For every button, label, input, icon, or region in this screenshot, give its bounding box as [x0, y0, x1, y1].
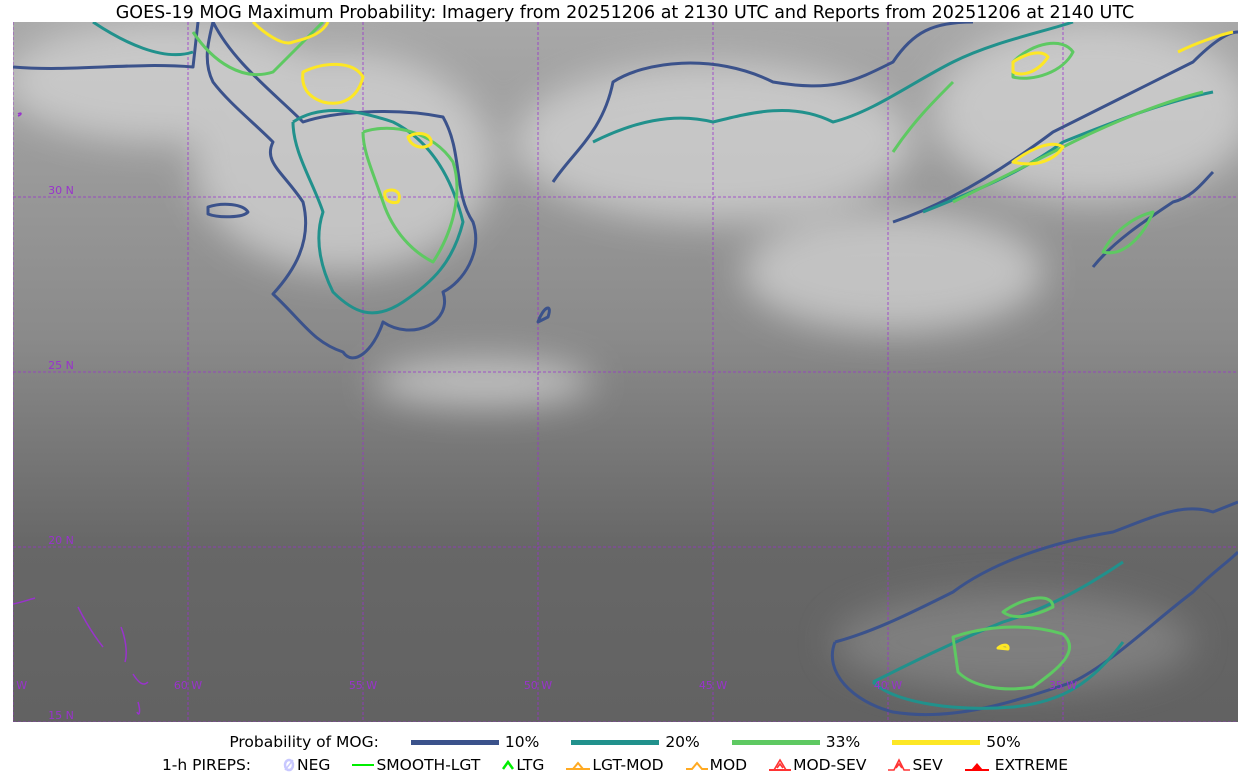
latitude-label: 30 N	[48, 184, 74, 197]
longitude-label: 55 W	[349, 679, 377, 692]
contour-10pct	[13, 22, 1238, 717]
cloud-imagery	[13, 22, 1238, 692]
light-caret-icon	[502, 759, 515, 770]
coastlines	[13, 112, 149, 715]
pirep-label: NEG	[297, 756, 331, 774]
lat-lon-grid	[13, 22, 1238, 722]
pirep-smooth-lgt: SMOOTH-LGT	[352, 756, 480, 774]
pireps-legend-title: 1-h PIREPS:	[161, 756, 252, 774]
moderate-severe-icon	[769, 758, 792, 771]
legend-label-10pct: 10%	[504, 733, 540, 751]
pirep-label: MOD-SEV	[793, 756, 867, 774]
latitude-label: 20 N	[48, 534, 74, 547]
legend-swatch-50pct	[892, 739, 981, 745]
longitude-label: 45 W	[699, 679, 727, 692]
severe-icon	[888, 758, 911, 771]
pirep-label: SEV	[912, 756, 943, 774]
moderate-icon	[685, 761, 708, 770]
latitude-label: 15 N	[48, 709, 74, 722]
extreme-icon	[964, 763, 989, 771]
longitude-label: 40 W	[874, 679, 902, 692]
grid-labels: 65 W 60 W 55 W 50 W 45 W 40 W 35 W 30 N 25 N 20 N…	[13, 184, 1077, 722]
legend-label-20pct: 20%	[665, 733, 700, 751]
pirep-label: EXTREME	[994, 756, 1069, 774]
longitude-label: 60 W	[174, 679, 202, 692]
probability-legend: Probability of MOG: 10% 20% 33% 50%	[0, 733, 1250, 751]
map-title: GOES-19 MOG Maximum Probability: Imagery…	[115, 3, 1135, 23]
pirep-ltg: LTG	[502, 756, 544, 774]
pirep-label: LGT-MOD	[592, 756, 664, 774]
legend-label-50pct: 50%	[986, 733, 1021, 751]
legend-swatch-33pct	[731, 739, 820, 745]
satellite-map[interactable]: 65 W 60 W 55 W 50 W 45 W 40 W 35 W 30 N 25 N 20 N…	[13, 22, 1238, 722]
pirep-label: SMOOTH-LGT	[376, 756, 481, 774]
smooth-line-icon	[352, 764, 375, 766]
pirep-mod: MOD	[685, 756, 748, 774]
legend-swatch-20pct	[571, 739, 660, 745]
pirep-mod-sev: MOD-SEV	[769, 756, 866, 774]
contour-33pct	[191, 22, 1204, 691]
contour-50pct	[251, 22, 1234, 651]
pireps-legend: 1-h PIREPS: NEG SMOOTH-LGT LTG LGT-MOD M…	[0, 756, 1240, 774]
legend-label-33pct: 33%	[825, 733, 861, 751]
probability-legend-title: Probability of MOG:	[229, 733, 379, 751]
neg-circle-icon	[283, 758, 295, 772]
longitude-label: 35 W	[1049, 679, 1077, 692]
pirep-label: MOD	[709, 756, 748, 774]
longitude-label: 50 W	[524, 679, 552, 692]
pirep-extreme: EXTREME	[964, 756, 1069, 774]
longitude-label: 65 W	[13, 679, 27, 692]
legend-swatch-10pct	[410, 739, 499, 745]
pirep-neg: NEG	[283, 756, 330, 774]
light-moderate-icon	[566, 761, 591, 770]
pirep-sev: SEV	[888, 756, 943, 774]
latitude-label: 25 N	[48, 359, 74, 372]
pirep-label: LTG	[516, 756, 545, 774]
mog-contours	[13, 22, 1238, 717]
pirep-lgt-mod: LGT-MOD	[566, 756, 664, 774]
